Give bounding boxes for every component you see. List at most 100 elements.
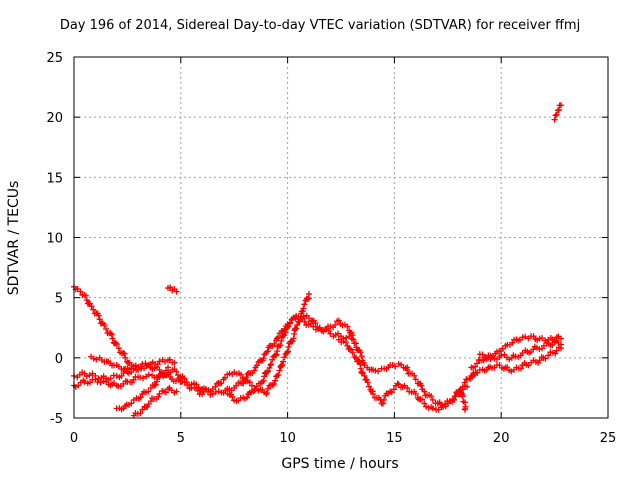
data-point xyxy=(113,341,120,348)
data-point xyxy=(450,396,457,403)
data-point xyxy=(394,380,401,387)
data-point xyxy=(171,359,178,366)
data-point xyxy=(137,374,144,381)
data-point xyxy=(212,383,219,390)
data-point xyxy=(260,355,267,362)
data-point xyxy=(95,312,102,319)
data-point xyxy=(144,362,151,369)
series-trace-11 xyxy=(335,336,479,413)
data-point xyxy=(101,322,108,329)
data-point xyxy=(498,352,505,359)
data-point xyxy=(545,352,552,359)
data-point xyxy=(121,350,128,357)
data-point xyxy=(346,345,353,352)
data-point xyxy=(380,400,387,407)
data-point xyxy=(344,323,351,330)
data-point xyxy=(293,312,300,319)
data-point xyxy=(357,349,364,356)
data-point xyxy=(280,332,287,339)
data-point xyxy=(140,375,147,382)
data-point xyxy=(348,346,355,353)
x-tick-label: 20 xyxy=(493,431,510,446)
data-point xyxy=(273,335,280,342)
data-point xyxy=(271,341,278,348)
data-point xyxy=(551,116,558,123)
data-point xyxy=(109,335,116,342)
data-point xyxy=(166,356,173,363)
data-point xyxy=(301,318,308,325)
data-point xyxy=(164,364,171,371)
data-point xyxy=(263,369,270,376)
data-point xyxy=(350,336,357,343)
data-point xyxy=(251,387,258,394)
data-point xyxy=(404,384,411,391)
data-point xyxy=(156,358,163,365)
data-point xyxy=(457,386,464,393)
y-tick-label: 20 xyxy=(46,111,63,126)
y-tick-label: 25 xyxy=(46,51,63,66)
data-point xyxy=(246,379,253,386)
data-point xyxy=(173,388,180,395)
data-point xyxy=(412,390,419,397)
data-point xyxy=(83,297,90,304)
data-point xyxy=(429,396,436,403)
x-axis-label: GPS time / hours xyxy=(281,456,399,472)
data-point xyxy=(279,361,286,368)
data-point xyxy=(264,348,271,355)
data-point xyxy=(289,338,296,345)
data-point xyxy=(292,326,299,333)
data-point xyxy=(222,374,229,381)
y-tick-label: 15 xyxy=(46,171,63,186)
data-point xyxy=(130,376,137,383)
data-point xyxy=(264,385,271,392)
series-trace-17 xyxy=(551,102,565,123)
data-point xyxy=(404,366,411,373)
data-point xyxy=(153,378,160,385)
y-tick-label: -5 xyxy=(50,412,63,427)
x-tick-label: 25 xyxy=(600,431,617,446)
y-tick-label: 0 xyxy=(55,352,63,367)
data-point xyxy=(381,396,388,403)
data-point xyxy=(539,335,546,342)
data-point xyxy=(151,382,158,389)
data-point xyxy=(145,388,152,395)
data-point xyxy=(429,405,436,412)
data-point xyxy=(474,360,481,367)
data-point xyxy=(77,288,84,295)
data-point xyxy=(120,350,127,357)
data-point xyxy=(522,333,529,340)
data-point xyxy=(282,329,289,336)
data-point xyxy=(421,388,428,395)
data-point xyxy=(147,398,154,405)
data-point xyxy=(263,389,270,396)
data-point xyxy=(349,349,356,356)
plot-frame xyxy=(73,56,609,419)
data-point xyxy=(81,378,88,385)
data-point xyxy=(428,393,435,400)
data-point xyxy=(553,347,560,354)
data-point xyxy=(461,406,468,413)
data-point xyxy=(349,332,356,339)
data-point xyxy=(392,363,399,370)
data-point xyxy=(250,388,257,395)
data-point xyxy=(243,394,250,401)
data-point xyxy=(361,372,368,379)
data-point xyxy=(266,364,273,371)
data-point xyxy=(459,393,466,400)
data-point xyxy=(173,368,180,375)
data-point xyxy=(555,106,562,113)
data-point xyxy=(421,400,428,407)
data-point xyxy=(285,344,292,350)
data-point xyxy=(536,357,543,364)
data-point xyxy=(103,325,110,332)
data-point xyxy=(128,400,135,407)
data-point xyxy=(334,330,341,337)
data-point xyxy=(364,379,371,386)
data-point xyxy=(509,339,516,346)
data-point xyxy=(542,355,549,362)
data-point xyxy=(108,331,115,338)
series-trace-7 xyxy=(164,284,180,295)
data-point xyxy=(305,315,312,322)
x-tick-label: 10 xyxy=(279,431,296,446)
